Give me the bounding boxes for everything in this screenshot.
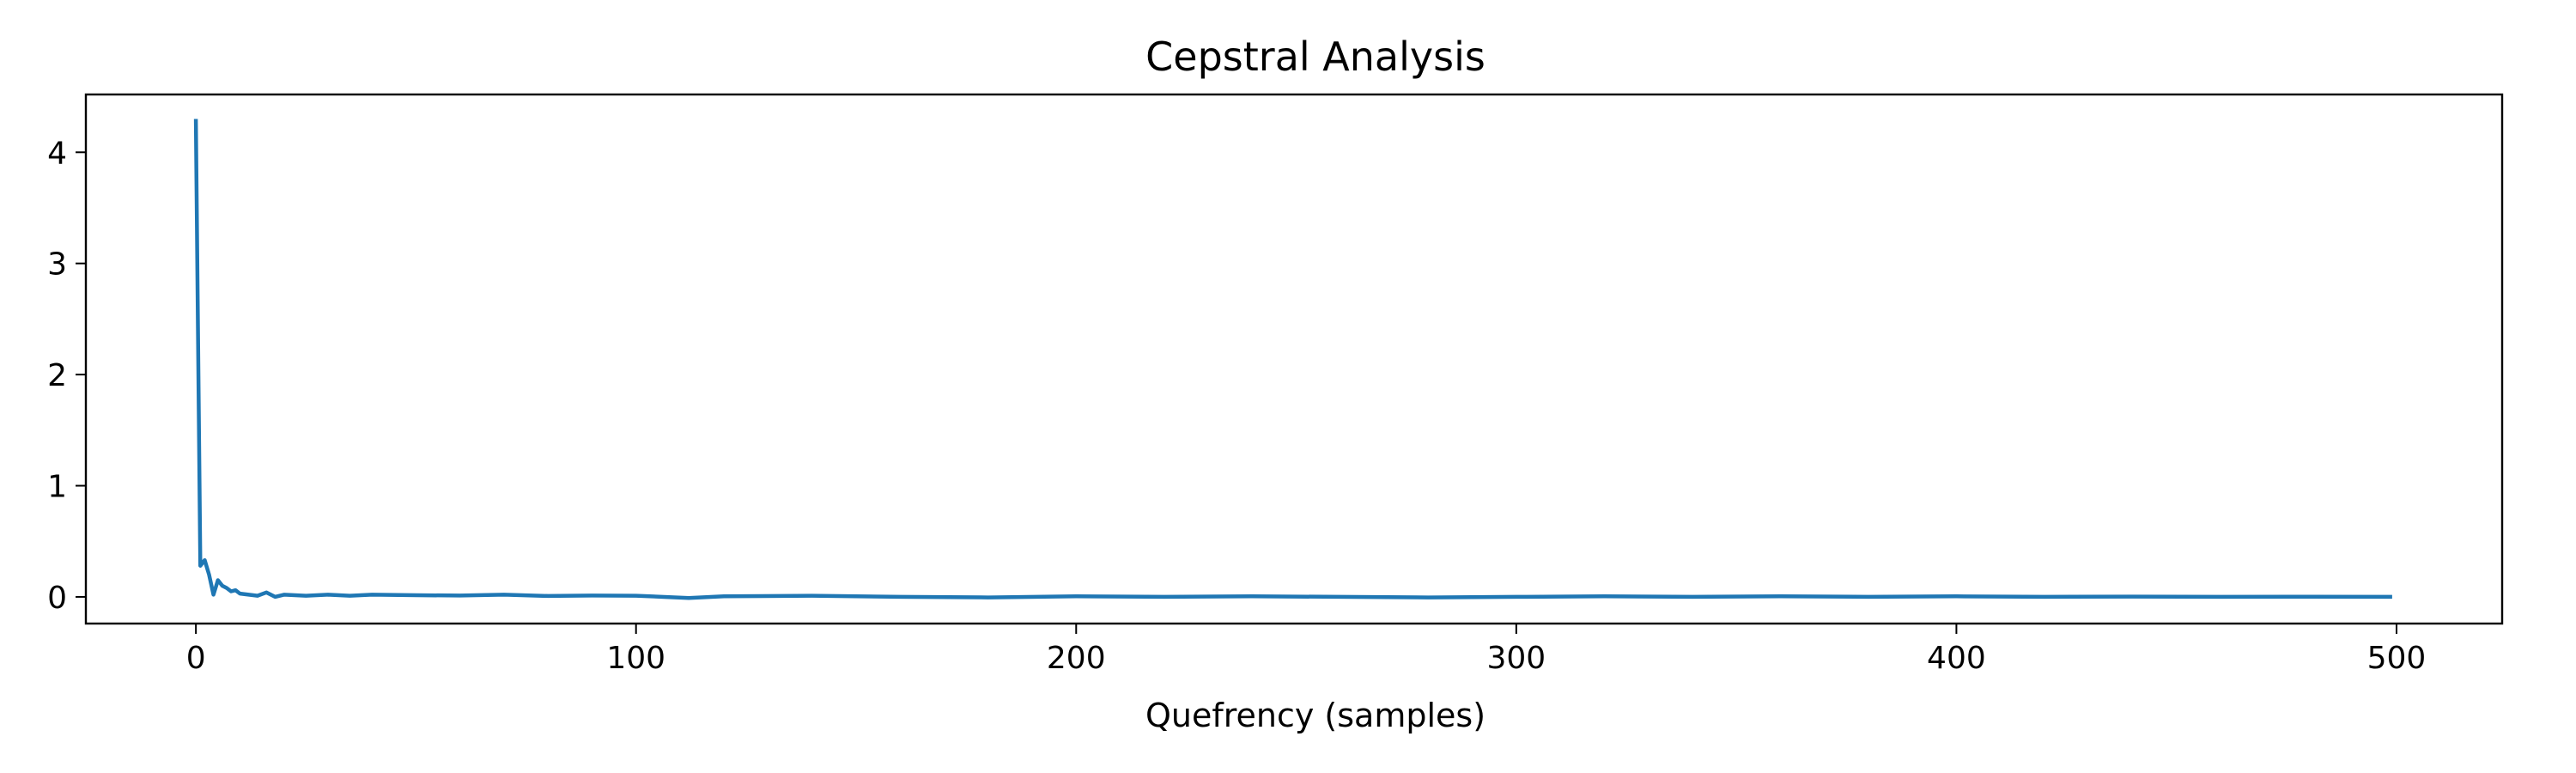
plot-frame [84,93,2504,625]
y-tick-label: 4 [47,136,67,171]
x-tick-label: 0 [186,641,206,676]
x-tick-label: 200 [1047,641,1106,676]
x-axis-label: Quefrency (samples) [1145,697,1485,734]
x-tick-label: 400 [1927,641,1986,676]
y-tick-label: 1 [47,470,67,505]
series-line-0 [193,119,2392,600]
y-tick-label: 2 [47,358,67,393]
x-axis: 0 100 200 300 400 500 [186,624,2427,676]
x-tick-label: 500 [2367,641,2427,676]
y-tick-label: 3 [47,247,67,283]
plot-area [193,119,2392,600]
y-axis: 0 1 2 3 4 [47,136,86,616]
x-tick-label: 300 [1486,641,1546,676]
chart-title: Cepstral Analysis [1145,33,1485,80]
x-tick-label: 100 [606,641,665,676]
y-tick-label: 0 [47,581,67,616]
